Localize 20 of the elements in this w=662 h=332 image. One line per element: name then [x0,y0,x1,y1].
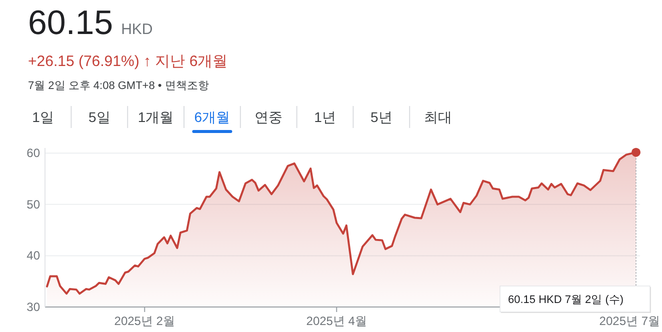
text: 5일 [88,109,110,125]
y-tick-label: 50 [26,197,40,212]
subtitle: +26.15 (76.91%) ↑ 지난 6개월 [28,53,228,70]
annotation: 60.15 HKD 7월 2일 (수) [508,294,624,306]
y-tick-label: 40 [26,248,40,263]
y-tick-label: 60 [26,146,40,160]
title: 60.15 HKD [28,4,153,42]
text: 1일 [32,109,54,125]
text: 7월 2일 오후 4:08 GMT+8 • 면책조항 [28,80,209,92]
text: 1년 [314,109,336,125]
text: 6개월 [194,109,230,125]
x-tick-label: 2025년 4월 [306,314,367,328]
y-tick-label: 30 [26,300,40,314]
text: 1개월 [138,109,174,125]
text: 연중 [254,109,283,125]
text: 최대 [424,109,452,125]
x-tick-label: 2025년 7월 [599,314,660,328]
x-tick-label: 2025년 2월 [114,314,175,328]
text: 5년 [370,109,392,125]
tooltip: 60.15 HKD 7월 2일 (수) [500,286,651,313]
